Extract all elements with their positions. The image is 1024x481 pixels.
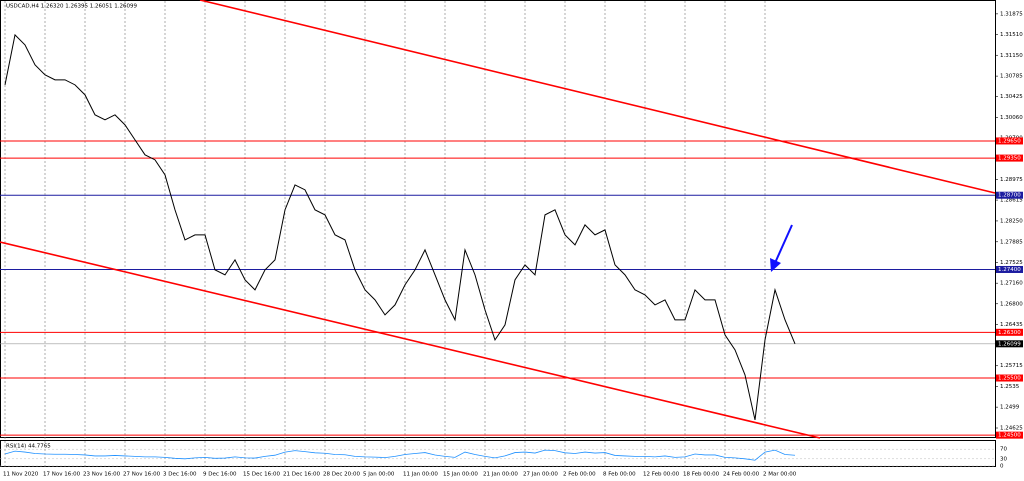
level-label: 1.28700 xyxy=(998,193,1021,199)
y-tick-label: 1.26800 xyxy=(1000,301,1023,307)
level-label: 1.24500 xyxy=(998,433,1021,439)
rsi-tick-label: 30 xyxy=(1000,456,1007,462)
level-label-box xyxy=(996,374,1023,382)
y-tick-label: 1.27160 xyxy=(1000,281,1023,287)
x-tick-label: 8 Feb 00:00 xyxy=(603,472,636,478)
level-label: 1.25500 xyxy=(998,376,1021,382)
y-tick-label: 1.28250 xyxy=(1000,218,1023,224)
level-label-box xyxy=(996,154,1023,162)
chart-title: USDCAD,H4 1.26320 1.26395 1.26051 1.2609… xyxy=(6,4,137,10)
x-tick-label: 12 Feb 00:00 xyxy=(643,472,680,478)
level-label-box xyxy=(996,431,1023,439)
level-label: 1.29350 xyxy=(998,156,1021,162)
x-tick-label: 11 Jan 00:00 xyxy=(403,472,438,478)
level-label-box xyxy=(996,137,1023,145)
x-tick-label: 11 Nov 2020 xyxy=(3,472,39,478)
x-tick-label: 15 Jan 00:00 xyxy=(443,472,478,478)
y-tick-label: 1.26435 xyxy=(1000,322,1023,328)
rsi-tick-label: 70 xyxy=(1000,447,1007,453)
rsi-panel-frame xyxy=(0,440,996,467)
y-tick-label: 1.24625 xyxy=(1000,426,1023,432)
x-tick-label: 3 Dec 16:00 xyxy=(163,472,197,478)
y-tick-label: 1.31510 xyxy=(1000,32,1023,38)
arrow-shaft xyxy=(774,224,793,264)
level-label-box xyxy=(996,265,1023,273)
rsi-tick-label: 0 xyxy=(1000,464,1004,470)
x-tick-label: 2 Mar 00:00 xyxy=(763,472,797,478)
level-label: 1.27400 xyxy=(998,267,1021,273)
channel-upper xyxy=(199,0,996,194)
y-tick-label: 1.31875 xyxy=(1000,11,1023,17)
main-panel-frame xyxy=(0,0,996,438)
x-tick-label: 18 Feb 00:00 xyxy=(683,472,720,478)
price-line xyxy=(4,33,796,421)
y-tick-label: 1.30425 xyxy=(1000,94,1023,100)
y-tick-label: 1.27885 xyxy=(1000,239,1023,245)
x-tick-label: 15 Dec 16:00 xyxy=(243,472,280,478)
y-tick-label: 1.30785 xyxy=(1000,74,1023,80)
x-tick-label: 24 Feb 00:00 xyxy=(723,472,760,478)
x-tick-label: 27 Nov 16:00 xyxy=(123,472,161,478)
x-tick-label: 28 Dec 20:00 xyxy=(323,472,360,478)
y-tick-label: 1.25715 xyxy=(1000,363,1023,369)
x-tick-label: 23 Nov 16:00 xyxy=(83,472,121,478)
x-tick-label: 5 Jan 00:00 xyxy=(363,472,395,478)
y-tick-label: 1.31150 xyxy=(1000,53,1023,59)
rsi-label: RSI(14) 44.7765 xyxy=(6,444,51,450)
y-tick-label: 1.2499 xyxy=(1000,405,1020,411)
arrow-head xyxy=(770,258,781,272)
y-tick-label: 1.27525 xyxy=(1000,260,1023,266)
level-label-box xyxy=(996,328,1023,336)
y-tick-label: 1.28975 xyxy=(1000,177,1023,183)
x-tick-label: 17 Nov 16:00 xyxy=(43,472,81,478)
channel-lower xyxy=(0,241,821,439)
y-tick-label: 1.28615 xyxy=(1000,198,1023,204)
x-tick-label: 27 Jan 00:00 xyxy=(523,472,558,478)
current-price-box xyxy=(996,340,1023,348)
x-tick-label: 21 Jan 00:00 xyxy=(483,472,518,478)
x-tick-label: 21 Dec 16:00 xyxy=(283,472,320,478)
level-label: 1.29650 xyxy=(998,138,1021,144)
level-label-box xyxy=(996,191,1023,199)
current-price-label: 1.26099 xyxy=(998,341,1021,347)
y-tick-label: 1.2535 xyxy=(1000,384,1020,390)
level-label: 1.26300 xyxy=(998,330,1021,336)
rsi-line xyxy=(4,449,796,461)
x-tick-label: 9 Dec 16:00 xyxy=(203,472,237,478)
x-tick-label: 2 Feb 00:00 xyxy=(563,472,596,478)
y-tick-label: 1.30060 xyxy=(1000,115,1023,121)
